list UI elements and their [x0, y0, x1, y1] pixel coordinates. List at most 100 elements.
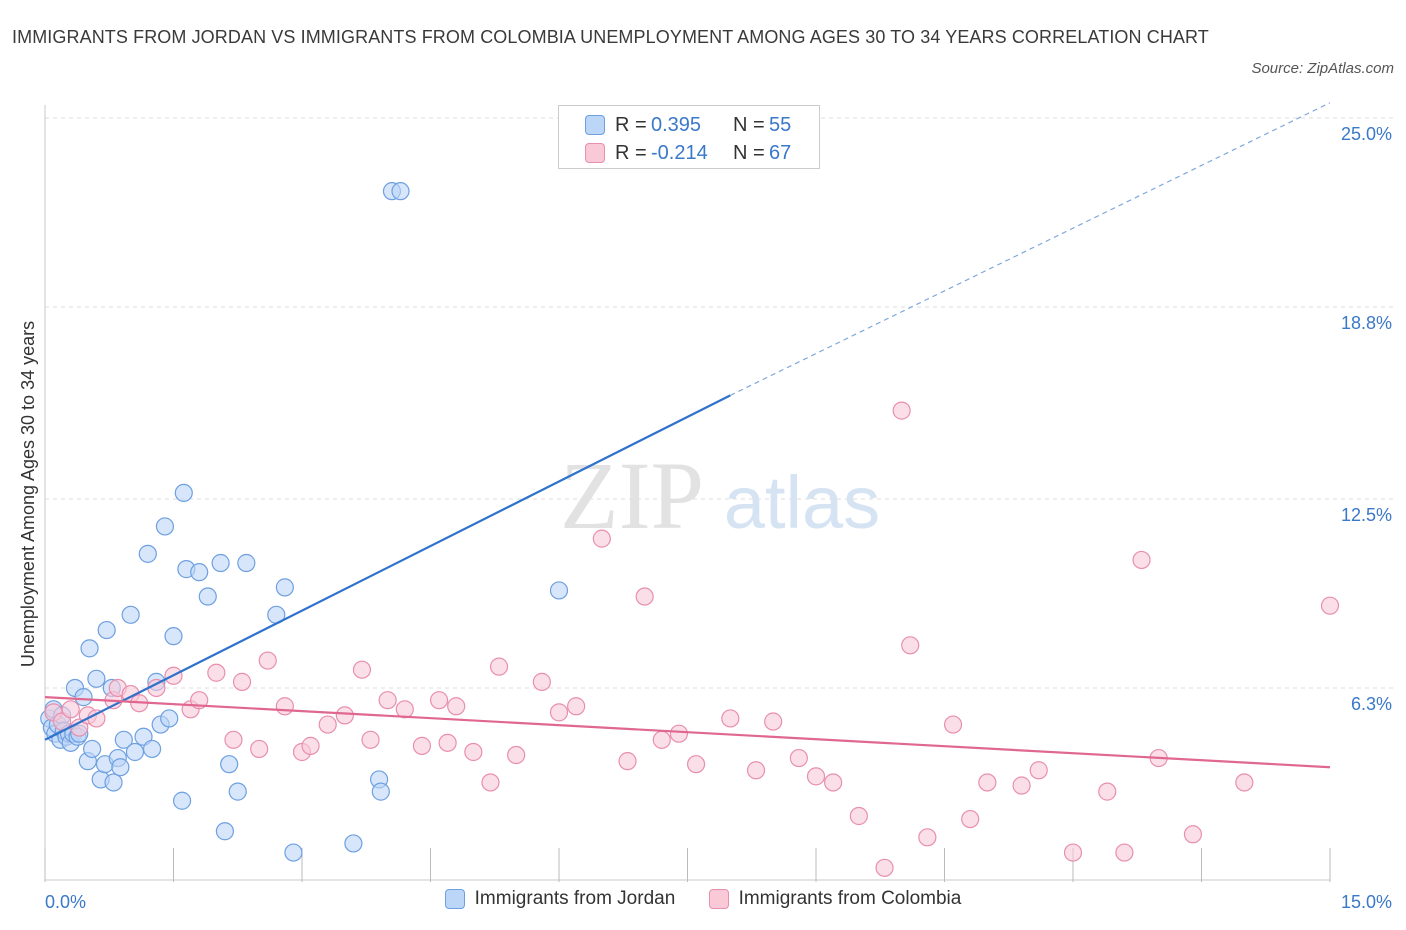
jordan-point [97, 620, 116, 640]
colombia-point [875, 858, 894, 877]
colombia-point [978, 773, 997, 792]
stats-legend: R = 0.395 N = 55 R = -0.214 N = 67 [558, 105, 820, 169]
colombia-n-value: 67 [769, 142, 792, 164]
colombia-point [1132, 550, 1151, 570]
colombia-point [532, 672, 551, 691]
colombia-point [335, 706, 354, 725]
legend-label-jordan: Immigrants from Jordan [474, 888, 676, 909]
colombia-point [318, 715, 337, 734]
colombia-point [275, 697, 294, 716]
colombia-point [824, 773, 843, 792]
jordan-point [220, 755, 239, 774]
jordan-trend-line [44, 394, 731, 741]
colombia-point [961, 809, 980, 829]
colombia-point [464, 742, 483, 762]
legend-swatch-jordan [444, 889, 465, 909]
jordan-point [172, 791, 192, 810]
colombia-swatch [585, 143, 605, 163]
colombia-point [918, 828, 937, 847]
colombia-point [232, 672, 252, 691]
colombia-point [378, 691, 397, 710]
colombia-point [943, 715, 963, 734]
jordan-n-label: N = [733, 114, 765, 136]
jordan-point [104, 773, 123, 792]
jordan-point [138, 544, 157, 563]
jordan-point [80, 639, 99, 658]
jordan-point [142, 739, 162, 759]
y-tick-label: 12.5% [1341, 505, 1392, 525]
colombia-point [481, 773, 500, 792]
colombia-point [87, 709, 106, 728]
colombia-point [592, 529, 611, 548]
grid-layer [45, 117, 1394, 689]
colombia-point [447, 697, 466, 716]
colombia-point [901, 636, 920, 655]
colombia-point [207, 663, 226, 682]
jordan-point [215, 822, 234, 841]
jordan-point [87, 669, 106, 688]
colombia-r-value: -0.214 [651, 142, 708, 164]
colombia-point [1235, 773, 1254, 792]
legend-label-colombia: Immigrants from Colombia [738, 888, 962, 909]
jordan-point [198, 587, 217, 606]
legend-item-colombia[interactable]: Immigrants from Colombia [708, 888, 962, 910]
colombia-trend-line [44, 696, 1331, 769]
jordan-point [114, 730, 133, 749]
y-axis-label: Unemployment Among Ages 30 to 34 years [18, 321, 38, 667]
points-layer [40, 182, 1340, 877]
bottom-legend: Immigrants from Jordan Immigrants from C… [0, 888, 1406, 915]
y-tick-label: 25.0% [1341, 124, 1392, 144]
legend-item-jordan[interactable]: Immigrants from Jordan [444, 888, 676, 910]
colombia-point [301, 736, 320, 755]
colombia-point [224, 730, 243, 749]
colombia-point [1098, 782, 1117, 801]
colombia-point [892, 401, 911, 420]
jordan-point [228, 782, 247, 801]
jordan-point [391, 182, 410, 201]
jordan-r-value: 0.395 [651, 114, 702, 136]
jordan-point [174, 483, 193, 503]
jordan-point [155, 517, 175, 536]
jordan-point [125, 742, 145, 762]
colombia-point [489, 657, 509, 676]
colombia-point [721, 709, 740, 728]
colombia-point [789, 748, 808, 768]
colombia-point [1029, 761, 1048, 780]
colombia-point [429, 691, 449, 710]
colombia-point [507, 745, 526, 765]
watermark-zip: ZIP [560, 442, 704, 549]
colombia-point [849, 806, 868, 826]
x-tick-label-max: 15.0% [1341, 892, 1392, 912]
colombia-point [1012, 776, 1031, 795]
jordan-point [371, 782, 390, 801]
colombia-point [652, 730, 671, 749]
trend-layer [44, 102, 1331, 769]
source-note: Source: ZipAtlas.com [1251, 60, 1394, 77]
colombia-point [361, 730, 380, 749]
colombia-r-label: R = [615, 142, 647, 164]
colombia-point [567, 697, 586, 716]
colombia-n-label: N = [733, 142, 765, 164]
jordan-point [121, 605, 140, 624]
jordan-point [284, 843, 303, 862]
colombia-point [635, 587, 654, 606]
colombia-point [1183, 825, 1203, 844]
jordan-trend-extension [730, 102, 1331, 396]
colombia-point [61, 700, 80, 719]
colombia-point [412, 736, 432, 755]
colombia-point [1063, 843, 1083, 862]
legend-swatch-colombia [708, 889, 729, 909]
chart-title: IMMIGRANTS FROM JORDAN VS IMMIGRANTS FRO… [12, 27, 1209, 47]
jordan-point [237, 553, 256, 573]
jordan-r-label: R = [615, 114, 647, 136]
y-tick-label: 18.8% [1341, 313, 1392, 333]
jordan-point [74, 688, 93, 707]
colombia-point [395, 700, 414, 719]
colombia-point [352, 660, 372, 679]
colombia-point [258, 651, 277, 670]
colombia-point [438, 733, 457, 752]
watermark: ZIP atlas [560, 442, 880, 549]
jordan-point [275, 578, 294, 597]
colombia-point [618, 752, 637, 771]
